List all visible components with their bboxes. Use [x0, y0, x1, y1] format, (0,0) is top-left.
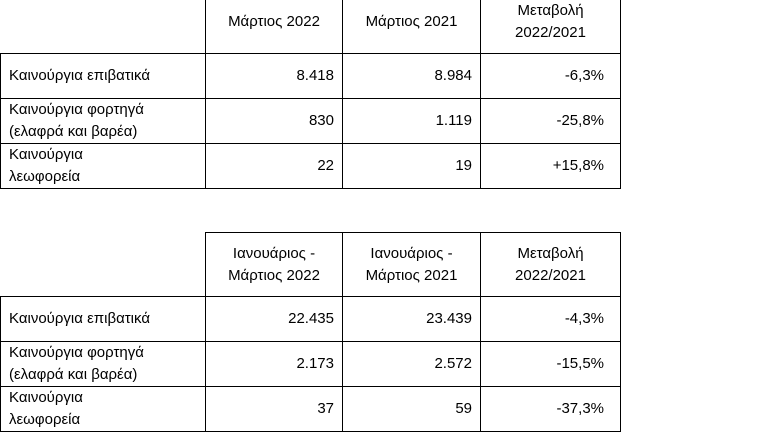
row-label-passenger-cars: Καινούργια επιβατικά — [0, 296, 206, 342]
col-header-march-2021: Μάρτιος 2021 — [342, 0, 481, 54]
header-line: Μάρτιος 2022 — [228, 266, 320, 284]
row-label-trucks: Καινούργια φορτηγά (ελαφρά και βαρέα) — [0, 341, 206, 387]
label-line: Καινούργια — [9, 146, 83, 163]
value-cell: 8.418 — [205, 53, 343, 99]
col-header-change: Μεταβολή 2022/2021 — [480, 0, 621, 54]
table-row: Καινούργια λεωφορεία 22 19 +15,8% — [0, 143, 621, 189]
table-row: Καινούργια επιβατικά 22.435 23.439 -4,3% — [0, 296, 621, 342]
corner-cell — [0, 0, 206, 54]
corner-cell — [0, 232, 206, 297]
label-line: λεωφορεία — [9, 411, 81, 428]
table-row: Καινούργια φορτηγά (ελαφρά και βαρέα) 2.… — [0, 341, 621, 387]
value-cell: 1.119 — [342, 98, 481, 144]
q1-comparison-table: Ιανουάριος - Μάρτιος 2022 Ιανουάριος - Μ… — [0, 232, 621, 432]
header-line: 2022/2021 — [515, 23, 586, 41]
value-cell: 2.572 — [342, 341, 481, 387]
col-header-jan-mar-2021: Ιανουάριος - Μάρτιος 2021 — [342, 232, 481, 297]
row-label-buses: Καινούργια λεωφορεία — [0, 143, 206, 189]
table-row: Καινούργια επιβατικά 8.418 8.984 -6,3% — [0, 53, 621, 99]
header-row: Μάρτιος 2022 Μάρτιος 2021 Μεταβολή 2022/… — [0, 0, 621, 54]
value-cell: 8.984 — [342, 53, 481, 99]
header-line: Μεταβολή — [517, 1, 584, 19]
row-label-passenger-cars: Καινούργια επιβατικά — [0, 53, 206, 99]
col-header-jan-mar-2022: Ιανουάριος - Μάρτιος 2022 — [205, 232, 343, 297]
label-line: (ελαφρά και βαρέα) — [9, 366, 138, 383]
label-line: Καινούργια φορτηγά — [9, 101, 144, 118]
header-line: Μάρτιος 2021 — [365, 266, 458, 284]
label-line: (ελαφρά και βαρέα) — [9, 123, 138, 140]
change-cell: -15,5% — [480, 341, 621, 387]
label-line: Καινούργια — [9, 389, 83, 406]
col-header-change: Μεταβολή 2022/2021 — [480, 232, 621, 297]
march-comparison-table: Μάρτιος 2022 Μάρτιος 2021 Μεταβολή 2022/… — [0, 0, 621, 189]
change-cell: -37,3% — [480, 386, 621, 432]
change-cell: -4,3% — [480, 296, 621, 342]
label-line: λεωφορεία — [9, 168, 81, 185]
value-cell: 23.439 — [342, 296, 481, 342]
header-line: 2022/2021 — [515, 266, 586, 284]
label-line: Καινούργια φορτηγά — [9, 344, 144, 361]
change-cell: -25,8% — [480, 98, 621, 144]
header-line: Ιανουάριος - — [370, 244, 453, 262]
value-cell: 37 — [205, 386, 343, 432]
value-cell: 22.435 — [205, 296, 343, 342]
value-cell: 19 — [342, 143, 481, 189]
header-line: Ιανουάριος - — [232, 244, 316, 262]
value-cell: 2.173 — [205, 341, 343, 387]
label-line: Καινούργια επιβατικά — [9, 67, 150, 84]
label-line: Καινούργια επιβατικά — [9, 310, 150, 327]
header-row: Ιανουάριος - Μάρτιος 2022 Ιανουάριος - Μ… — [0, 232, 621, 297]
value-cell: 830 — [205, 98, 343, 144]
row-label-trucks: Καινούργια φορτηγά (ελαφρά και βαρέα) — [0, 98, 206, 144]
value-cell: 22 — [205, 143, 343, 189]
row-label-buses: Καινούργια λεωφορεία — [0, 386, 206, 432]
header-line: Μεταβολή — [517, 244, 584, 262]
table-row: Καινούργια λεωφορεία 37 59 -37,3% — [0, 386, 621, 432]
table-row: Καινούργια φορτηγά (ελαφρά και βαρέα) 83… — [0, 98, 621, 144]
change-cell: +15,8% — [480, 143, 621, 189]
change-cell: -6,3% — [480, 53, 621, 99]
value-cell: 59 — [342, 386, 481, 432]
col-header-march-2022: Μάρτιος 2022 — [205, 0, 343, 54]
